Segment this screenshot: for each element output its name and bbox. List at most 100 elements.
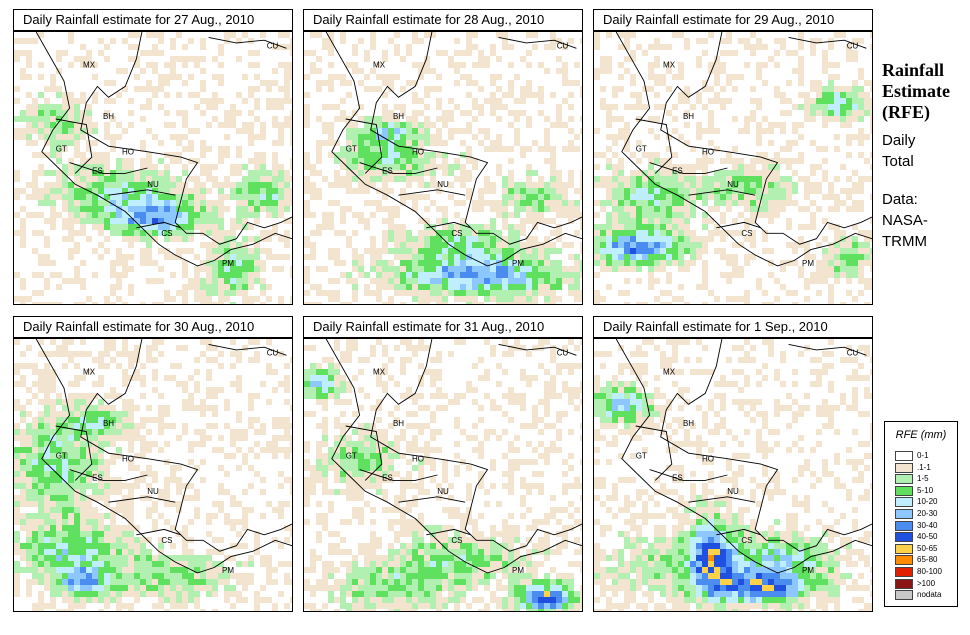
rainfall-cell bbox=[394, 44, 400, 50]
rainfall-cell bbox=[116, 585, 122, 591]
rainfall-cell bbox=[684, 164, 690, 170]
rainfall-cell bbox=[14, 38, 20, 44]
rainfall-cell bbox=[98, 429, 104, 435]
rainfall-cell bbox=[544, 236, 550, 242]
rainfall-cell bbox=[774, 176, 780, 182]
rainfall-cell bbox=[436, 134, 442, 140]
rainfall-cell bbox=[26, 441, 32, 447]
rainfall-cell bbox=[430, 164, 436, 170]
rainfall-cell bbox=[508, 345, 514, 351]
rainfall-cell bbox=[520, 92, 526, 98]
rainfall-cell bbox=[544, 200, 550, 206]
rainfall-cell bbox=[442, 296, 448, 302]
rainfall-cell bbox=[412, 116, 418, 122]
rainfall-cell bbox=[158, 597, 164, 603]
rainfall-cell bbox=[358, 369, 364, 375]
rainfall-cell bbox=[472, 363, 478, 369]
rainfall-cell bbox=[484, 176, 490, 182]
rainfall-cell bbox=[678, 164, 684, 170]
rainfall-cell bbox=[98, 242, 104, 248]
rainfall-cell bbox=[568, 38, 574, 44]
rainfall-cell bbox=[394, 134, 400, 140]
rainfall-cell bbox=[304, 266, 310, 272]
rainfall-cell bbox=[236, 435, 242, 441]
rainfall-cell bbox=[68, 188, 74, 194]
rainfall-cell bbox=[74, 363, 80, 369]
rainfall-cell bbox=[642, 224, 648, 230]
rainfall-cell bbox=[310, 212, 316, 218]
rainfall-cell bbox=[236, 284, 242, 290]
rainfall-cell bbox=[134, 567, 140, 573]
rainfall-cell bbox=[200, 98, 206, 104]
rainfall-cell bbox=[116, 260, 122, 266]
rainfall-cell bbox=[164, 405, 170, 411]
rainfall-cell bbox=[32, 176, 38, 182]
rainfall-cell bbox=[80, 375, 86, 381]
rainfall-cell bbox=[672, 176, 678, 182]
rainfall-cell bbox=[606, 266, 612, 272]
rainfall-cell bbox=[406, 158, 412, 164]
rainfall-cell bbox=[158, 585, 164, 591]
rainfall-cell bbox=[568, 278, 574, 284]
rainfall-cell bbox=[696, 176, 702, 182]
rainfall-cell bbox=[340, 302, 346, 304]
rainfall-cell bbox=[502, 206, 508, 212]
rainfall-cell bbox=[188, 206, 194, 212]
rainfall-cell bbox=[618, 200, 624, 206]
rainfall-cell bbox=[412, 351, 418, 357]
rainfall-cell bbox=[68, 495, 74, 501]
rainfall-cell bbox=[460, 254, 466, 260]
rainfall-cell bbox=[424, 68, 430, 74]
rainfall-cell bbox=[618, 164, 624, 170]
rainfall-cell bbox=[158, 38, 164, 44]
rainfall-cell bbox=[466, 278, 472, 284]
rainfall-cell bbox=[840, 254, 846, 260]
rainfall-cell bbox=[104, 339, 110, 345]
rainfall-cell bbox=[206, 567, 212, 573]
rainfall-cell bbox=[98, 224, 104, 230]
rainfall-cell bbox=[726, 98, 732, 104]
rainfall-cell bbox=[104, 501, 110, 507]
rainfall-cell bbox=[630, 230, 636, 236]
rainfall-cell bbox=[580, 399, 582, 405]
rainfall-cell bbox=[56, 489, 62, 495]
rainfall-cell bbox=[672, 260, 678, 266]
rainfall-cell bbox=[864, 242, 870, 248]
rainfall-cell bbox=[436, 254, 442, 260]
rainfall-cell bbox=[774, 86, 780, 92]
rainfall-cell bbox=[358, 266, 364, 272]
rainfall-cell bbox=[600, 152, 606, 158]
rainfall-cell bbox=[56, 519, 62, 525]
rainfall-cell bbox=[304, 158, 310, 164]
rainfall-cell bbox=[858, 290, 864, 296]
rainfall-cell bbox=[328, 140, 334, 146]
rainfall-cell bbox=[146, 206, 152, 212]
rainfall-cell bbox=[304, 254, 310, 260]
rainfall-cell bbox=[532, 278, 538, 284]
rainfall-cell bbox=[556, 170, 562, 176]
rainfall-cell bbox=[254, 164, 260, 170]
country-label-es: ES bbox=[672, 166, 683, 175]
rainfall-cell bbox=[642, 176, 648, 182]
rainfall-cell bbox=[834, 266, 840, 272]
rainfall-cell bbox=[376, 134, 382, 140]
rainfall-cell bbox=[654, 152, 660, 158]
rainfall-cell bbox=[424, 194, 430, 200]
rainfall-cell bbox=[146, 32, 152, 38]
rainfall-cell bbox=[334, 158, 340, 164]
rainfall-cell bbox=[762, 290, 768, 296]
rainfall-cell bbox=[74, 248, 80, 254]
rainfall-cell bbox=[612, 236, 618, 242]
rainfall-cell bbox=[176, 435, 182, 441]
rainfall-cell bbox=[660, 260, 666, 266]
rainfall-cell bbox=[382, 278, 388, 284]
rainfall-cell bbox=[182, 567, 188, 573]
rainfall-cell bbox=[32, 272, 38, 278]
rainfall-cell bbox=[424, 134, 430, 140]
rainfall-cell bbox=[526, 182, 532, 188]
rainfall-cell bbox=[496, 260, 502, 266]
rainfall-cell bbox=[26, 495, 32, 501]
rainfall-cell bbox=[74, 278, 80, 284]
rainfall-cell bbox=[508, 176, 514, 182]
rainfall-cell bbox=[684, 194, 690, 200]
